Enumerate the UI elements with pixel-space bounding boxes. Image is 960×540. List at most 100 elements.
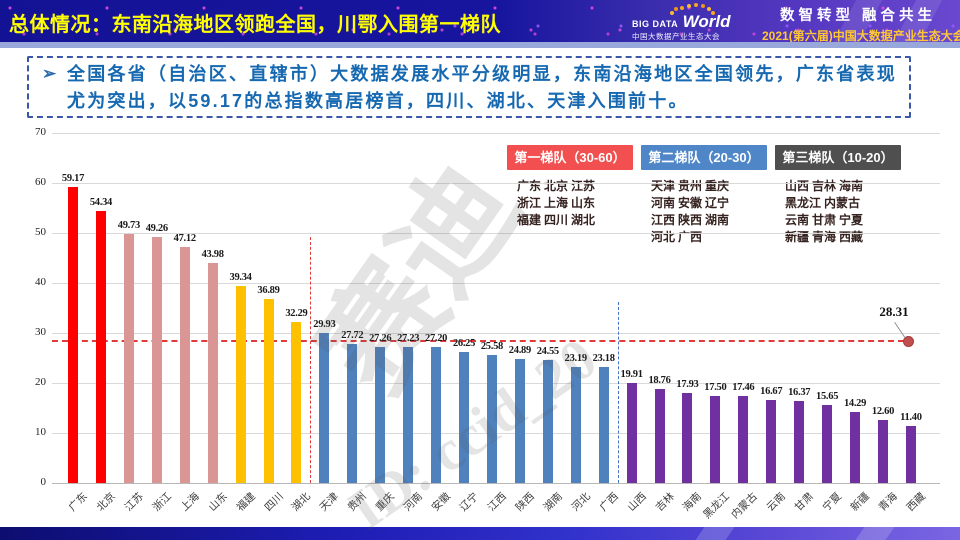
bullet-arrow-icon: ➢ [42,64,57,83]
tier-separator-line [310,237,312,483]
gridline [52,333,940,334]
bar-value-label: 16.37 [788,387,811,399]
tier-3-legend: 第三梯队（10-20） 山西 吉林 海南 黑龙江 内蒙古 云南 甘肃 宁夏 新疆 青海… [775,145,901,246]
summary-box: ➢ 全国各省（自治区、直辖市）大数据发展水平分级明显，东南沿海地区全国领先，广东… [27,56,911,118]
tier-province-row: 河北 广西 [651,230,703,244]
gridline [52,133,940,134]
header-banner: 总体情况：东南沿海地区领跑全国，川鄂入围第一梯队 BIG DATA World … [0,0,960,44]
tier-3-provinces: 山西 吉林 海南 黑龙江 内蒙古 云南 甘肃 宁夏 新疆 青海 西藏 [785,178,901,246]
bar [179,247,190,483]
tier-1-legend: 第一梯队（30-60） 广东 北京 江苏 浙江 上海 山东 福建 四川 湖北 [507,145,633,229]
bar-value-label: 39.34 [229,272,252,284]
bar [431,347,442,483]
y-axis-label: 10 [35,426,46,438]
bar [207,263,218,483]
bar-value-label: 36.89 [257,284,280,296]
bar [403,346,414,483]
tier-1-provinces: 广东 北京 江苏 浙江 上海 山东 福建 四川 湖北 [517,178,633,229]
bar [654,389,665,483]
bar [822,404,833,483]
slogan-line1: 数智转型 融合共生 [779,8,937,24]
bar-value-label: 43.98 [201,249,224,261]
bar [877,420,888,483]
bar-value-label: 27.26 [369,332,392,344]
bar-value-label: 11.40 [900,412,922,423]
average-dot [903,336,914,348]
y-axis-label: 70 [35,126,46,138]
bar-value-label: 49.73 [117,220,140,232]
bar [235,286,246,483]
bar-value-label: 23.18 [592,353,615,365]
bar [375,346,386,483]
bar-value-label: 14.29 [843,397,867,409]
bar-value-label: 27.72 [341,330,364,342]
bar [486,355,497,483]
bar [263,298,274,483]
bar [151,236,162,483]
bar [626,383,637,483]
bar [319,333,330,483]
bar-value-label: 25.58 [480,341,503,353]
bar-value-label: 27.23 [397,332,420,344]
slogan-line2: 2021(第六届)中国大数据产业生态大会 [762,29,960,43]
bar-value-label: 24.55 [536,346,559,358]
bar-value-label: 26.25 [452,337,476,349]
tier-2-legend: 第二梯队（20-30） 天津 贵州 重庆 河南 安徽 辽宁 江西 陕西 湖南 河北 广… [641,145,767,246]
tier-province-row: 山西 吉林 海南 [785,179,864,193]
conference-slogan: 数智转型 融合共生 2021(第六届)中国大数据产业生态大会 [762,4,960,44]
bar-value-label: 54.34 [89,197,112,209]
bar-value-label: 19.91 [620,369,643,381]
tier-province-row: 天津 贵州 重庆 [651,179,730,193]
bar [905,426,916,483]
bar-value-label: 24.89 [508,344,531,356]
logo-text: BIG DATA World [632,12,730,32]
bar [123,234,134,483]
bar-value-label: 49.26 [145,222,168,234]
bar-value-label: 16.67 [760,385,783,397]
bar-value-label: 17.46 [732,381,755,393]
footer-band [0,527,960,540]
gridline [52,483,940,484]
tier-province-row: 黑龙江 内蒙古 [785,196,861,210]
bar [598,367,609,483]
y-axis-label: 20 [35,376,46,388]
bar-value-label: 29.93 [313,319,336,331]
average-connector-line [894,322,906,339]
logo-subtitle: 中国大数据产业生态大会 [632,32,720,41]
tier-province-row: 新疆 青海 西藏 [785,230,864,244]
gridline [52,183,940,184]
bar [95,211,106,483]
tier-province-row: 福建 四川 湖北 [517,213,596,227]
y-axis-label: 50 [35,226,46,238]
logo-bigdata-text: BIG DATA [632,19,679,29]
y-axis-label: 40 [35,276,46,288]
logo-dots-icon [680,6,684,10]
y-axis-label: 60 [35,176,46,188]
bar-value-label: 17.93 [676,379,699,391]
bar [682,393,693,483]
slide-title: 总体情况：东南沿海地区领跑全国，川鄂入围第一梯队 [9,14,501,36]
bar [738,395,749,483]
bar [514,358,525,483]
tier-province-row: 云南 甘肃 宁夏 [785,213,864,227]
summary-text: 全国各省（自治区、直辖市）大数据发展水平分级明显，东南沿海地区全国领先，广东省表… [67,64,897,111]
bar [459,351,470,483]
gridline [52,233,940,234]
average-line [52,340,904,343]
header-divider-strip [0,42,960,48]
bar-value-label: 23.19 [564,353,587,365]
bar-value-label: 47.12 [173,233,196,245]
tier-province-row: 广东 北京 江苏 [517,179,596,193]
tier-province-row: 浙江 上海 山东 [517,196,596,210]
bar [850,411,861,483]
tier-3-label: 第三梯队（10-20） [775,145,901,170]
y-axis-label: 0 [40,476,47,488]
tier-2-label: 第二梯队（20-30） [641,145,767,170]
gridline [52,283,940,284]
bar-value-label: 27.20 [425,333,448,344]
average-value-label: 28.31 [879,304,909,319]
bar [710,395,721,483]
tier-province-row: 河南 安徽 辽宁 [651,196,730,210]
